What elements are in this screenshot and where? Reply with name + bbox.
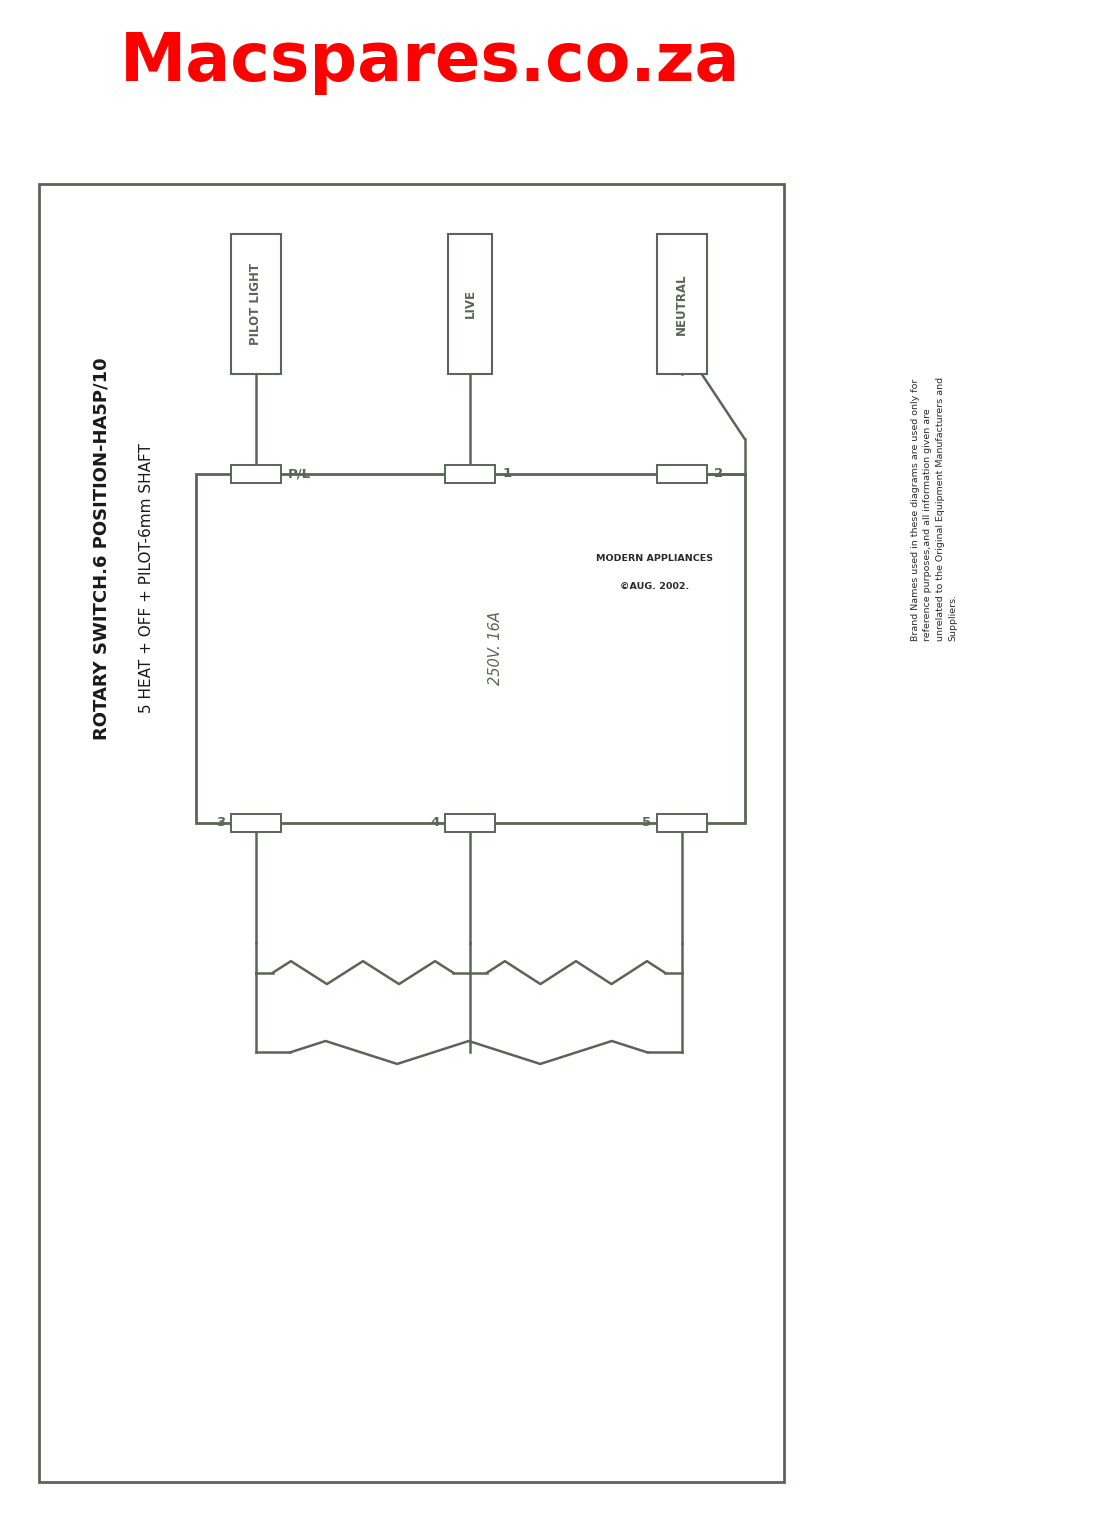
Text: 5 HEAT + OFF + PILOT-6mm SHAFT: 5 HEAT + OFF + PILOT-6mm SHAFT	[139, 443, 154, 714]
Bar	[657, 465, 706, 483]
Text: 3: 3	[216, 816, 224, 830]
Bar	[446, 814, 495, 831]
Text: NEUTRAL: NEUTRAL	[675, 274, 689, 335]
Text: PILOT LIGHT: PILOT LIGHT	[250, 263, 262, 345]
Text: MODERN APPLIANCES: MODERN APPLIANCES	[596, 553, 713, 562]
Bar	[657, 234, 706, 374]
Bar	[231, 814, 280, 831]
Text: 250V. 16A: 250V. 16A	[487, 611, 503, 685]
Text: 4: 4	[430, 816, 439, 830]
Bar	[231, 234, 280, 374]
Text: ROTARY SWITCH.6 POSITION-HA5P/10: ROTARY SWITCH.6 POSITION-HA5P/10	[92, 358, 110, 740]
Bar	[40, 183, 784, 1482]
Bar	[231, 465, 280, 483]
Text: 5: 5	[641, 816, 651, 830]
Bar	[657, 814, 706, 831]
Bar	[446, 465, 495, 483]
Text: Macspares.co.za: Macspares.co.za	[120, 29, 740, 95]
Text: P/L: P/L	[288, 468, 311, 480]
Text: LIVE: LIVE	[464, 289, 476, 318]
Bar	[449, 234, 492, 374]
Bar	[196, 474, 745, 824]
Text: ©AUG. 2002.: ©AUG. 2002.	[620, 582, 690, 591]
Text: Brand Names used in these diagrams are used only for
reference purposes,and all : Brand Names used in these diagrams are u…	[911, 376, 957, 640]
Text: 2: 2	[714, 468, 723, 480]
Text: 1: 1	[502, 468, 512, 480]
